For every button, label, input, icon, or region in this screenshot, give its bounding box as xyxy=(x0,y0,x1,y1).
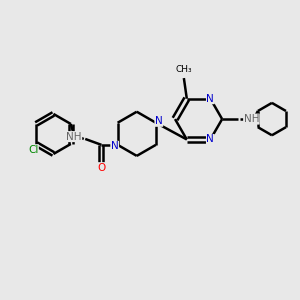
Text: N: N xyxy=(206,94,214,104)
Text: N: N xyxy=(206,134,214,145)
Text: CH₃: CH₃ xyxy=(176,65,192,74)
Text: NH: NH xyxy=(66,132,82,142)
Text: NH: NH xyxy=(244,114,259,124)
Text: N: N xyxy=(155,116,163,126)
Text: N: N xyxy=(111,141,119,151)
Text: O: O xyxy=(97,163,106,173)
Text: Cl: Cl xyxy=(28,145,38,155)
